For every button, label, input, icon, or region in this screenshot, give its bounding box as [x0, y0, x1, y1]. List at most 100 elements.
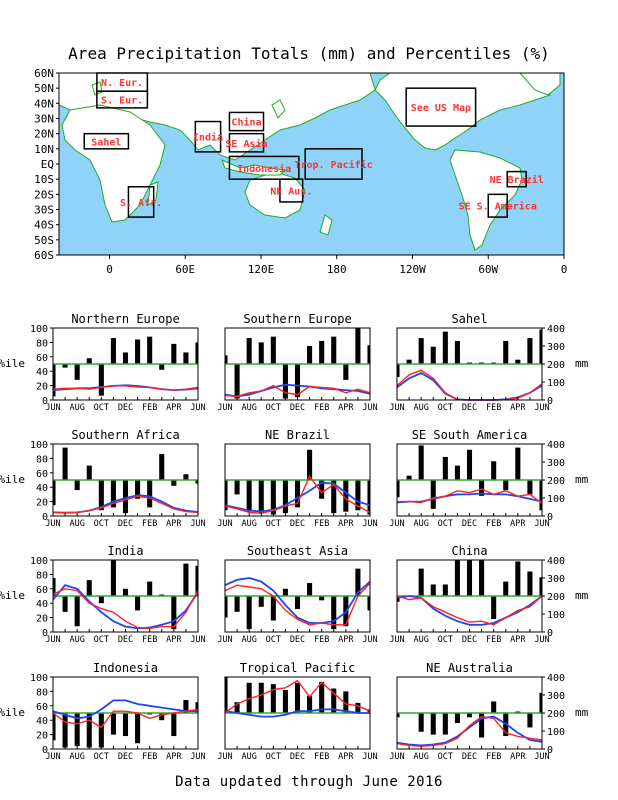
percentile-bar [270, 336, 276, 364]
x-tick-label: APR [338, 635, 354, 645]
percentile-bar [53, 713, 56, 741]
percentile-bar [282, 689, 288, 713]
x-tick-label: JUN [217, 519, 232, 529]
normal-precip-line [224, 708, 370, 718]
x-tick-label: DEC [118, 752, 133, 762]
percentile-bar [135, 596, 141, 611]
region-label: Trop. Pacific [294, 159, 372, 171]
x-tick-label: AUG [413, 403, 428, 413]
lon-label: 180 [327, 263, 347, 276]
percentile-bar [62, 713, 68, 748]
x-tick-label: APR [166, 519, 182, 529]
percentile-bar [74, 364, 80, 380]
percentile-bar [367, 480, 370, 515]
lon-label: 120W [399, 263, 426, 276]
data-update-note: Data updated through June 2016 [175, 774, 443, 790]
lon-label: 0 [561, 263, 568, 276]
total-precip-line [52, 588, 199, 630]
panel-southern-europe: Southern Europe JUN AUG OCT DEC FEB APR JUN [217, 312, 377, 413]
panel-tropical-pacific: Tropical Pacific JUN AUG OCT DEC FEB APR JUN [217, 661, 377, 762]
x-tick-label: AUG [241, 519, 256, 529]
percentile-bar [418, 338, 424, 364]
percentile-bar [331, 688, 337, 713]
land-indonesia [221, 159, 287, 176]
x-tick-label: DEC [462, 635, 477, 645]
lat-label: 10S [34, 173, 54, 186]
total-precip-line [53, 495, 199, 514]
x-tick-label: AUG [69, 752, 84, 762]
percentile-bar [515, 447, 521, 480]
percentile-bar [110, 560, 116, 596]
x-tick-label: OCT [266, 635, 281, 645]
x-tick-label: JUN [534, 519, 549, 529]
y-axis-label-mm: mm [575, 589, 589, 602]
x-tick-label: DEC [118, 635, 133, 645]
normal-precip-line [396, 715, 543, 747]
percentile-bar [62, 364, 68, 368]
percentile-bar [466, 449, 473, 480]
percentile-bar [319, 596, 325, 601]
land-japan [271, 99, 286, 119]
region-label: Indonesia [237, 163, 291, 175]
region-box [228, 132, 265, 153]
y-tick-label: 40 [36, 483, 48, 494]
map-regions: N. Eur. S. Eur. Sahel India China SE Asia Indo… [83, 72, 544, 218]
x-tick-label: FEB [314, 752, 329, 762]
percentile-bar [430, 480, 436, 509]
x-tick-label: DEC [462, 403, 477, 413]
y2-tick-label: 0 [547, 628, 553, 639]
percentile-bar [491, 701, 497, 713]
region-map: 60N 50N 40N 30N 20N 10N EQ 10S 20S 30S 40S 50S 60S 0 6… [34, 67, 567, 276]
panel-title: Southern Europe [243, 312, 351, 326]
region-box [83, 132, 130, 150]
percentile-bar [270, 684, 276, 713]
lat-label: 40S [34, 219, 54, 232]
percentile-bar [159, 364, 165, 370]
panel-title: NE Brazil [265, 428, 330, 442]
total-precip-line [224, 679, 371, 714]
percentile-bar [367, 345, 370, 364]
x-tick-label: JUN [190, 403, 205, 413]
normal-precip-line [396, 371, 543, 401]
panel-southeast-asia: Southeast Asia JUN AUG OCT DEC FEB APR JUN [217, 544, 377, 645]
percentile-bar [294, 364, 301, 398]
x-tick-label: JUN [362, 403, 377, 413]
percentile-bar [355, 702, 361, 713]
region-box [228, 155, 300, 180]
percentile-bar [491, 461, 497, 480]
percentile-bar [331, 480, 337, 514]
percentile-bar [442, 584, 448, 596]
x-tick-label: OCT [94, 519, 109, 529]
x-tick-label: APR [338, 403, 354, 413]
percentile-bar [367, 596, 370, 611]
x-tick-label: JUN [389, 752, 404, 762]
percentile-bar [539, 692, 542, 713]
y-tick-label: 80 [36, 454, 48, 465]
x-tick-label: AUG [413, 752, 428, 762]
map-axes: 60N 50N 40N 30N 20N 10N EQ 10S 20S 30S 40S 50S 60S 0 6… [34, 67, 567, 276]
x-tick-label: AUG [413, 519, 428, 529]
lat-label: 60N [34, 67, 54, 80]
x-tick-label: DEC [462, 519, 477, 529]
percentile-bar [225, 596, 228, 618]
x-tick-label: AUG [69, 635, 84, 645]
percentile-bar [307, 449, 313, 480]
region-box [127, 186, 155, 218]
y-tick-label: 20 [36, 731, 48, 742]
total-precip-line [224, 475, 371, 515]
percentile-bar [122, 352, 129, 364]
y2-tick-label: 300 [547, 342, 565, 353]
land-south-america [449, 149, 523, 251]
y-tick-label: 40 [36, 716, 48, 727]
percentile-bar [122, 480, 129, 514]
percentile-bar [397, 713, 400, 718]
percentile-bar [307, 346, 313, 364]
region-label: N. Eur. [101, 78, 143, 89]
x-tick-label: FEB [142, 519, 157, 529]
x-tick-label: AUG [69, 519, 84, 529]
percentile-bar [110, 480, 116, 508]
